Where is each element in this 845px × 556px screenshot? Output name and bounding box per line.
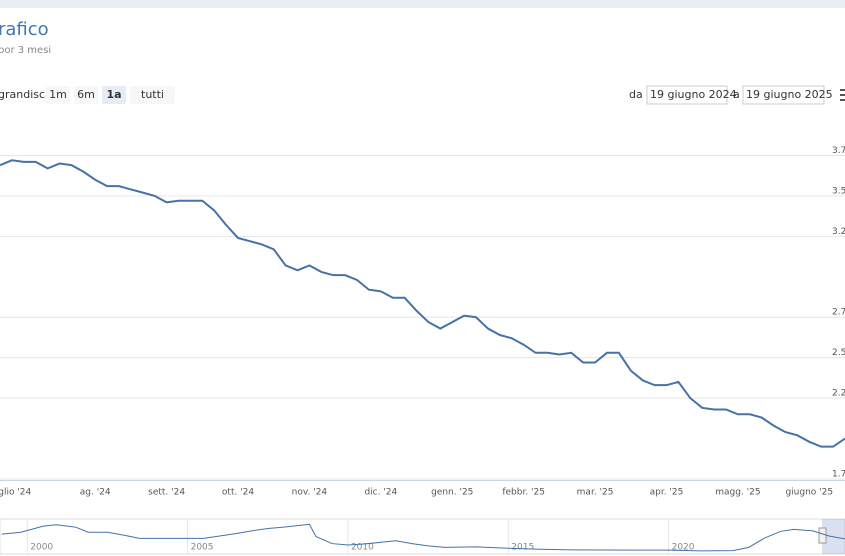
menu-bar — [840, 89, 845, 91]
page-title: rafico — [0, 19, 49, 40]
y-tick-label: 2.5 — [832, 348, 845, 358]
x-tick-label: genn. '25 — [431, 488, 473, 498]
navigator-tick-label: 2020 — [672, 543, 695, 553]
navigator-line — [1, 523, 845, 552]
y-tick-label: 2.25 — [832, 389, 845, 399]
range-button-label[interactable]: tutti — [141, 88, 164, 101]
to-input[interactable] — [742, 85, 825, 105]
y-tick-label: 3.5 — [832, 186, 845, 196]
from-date[interactable]: 19 giugno 2024 — [650, 88, 737, 101]
top-band — [0, 0, 845, 8]
zoom-label: grandisci — [0, 88, 48, 101]
y-tick-label: 3.75 — [832, 146, 845, 156]
x-tick-label: ott. '24 — [222, 488, 254, 498]
navigator-tick-label: 2010 — [351, 543, 374, 553]
x-tick-label: febbr. '25 — [502, 488, 545, 498]
range-button-label[interactable]: 1a — [106, 88, 121, 101]
menu-bar — [840, 94, 845, 96]
from-input[interactable] — [646, 85, 728, 105]
y-tick-label: 3.25 — [832, 227, 845, 237]
to-date[interactable]: 19 giugno 2025 — [746, 88, 833, 101]
range-button[interactable] — [74, 86, 98, 104]
x-tick-label: magg. '25 — [715, 488, 760, 498]
x-tick-label: mar. '25 — [577, 488, 614, 498]
navigator-handle[interactable] — [818, 527, 827, 544]
to-label: a — [733, 88, 740, 101]
range-button-label[interactable]: 6m — [77, 88, 95, 101]
navigator-tick-label: 2000 — [30, 543, 53, 553]
menu-icon[interactable] — [840, 89, 845, 101]
range-button[interactable] — [46, 86, 70, 104]
page-subtitle: por 3 mesi — [0, 45, 51, 56]
x-tick-label: uglio '24 — [0, 488, 32, 498]
range-button[interactable] — [130, 86, 175, 104]
x-tick-label: apr. '25 — [650, 488, 684, 498]
y-tick-label: 2.75 — [832, 308, 845, 318]
range-button[interactable] — [102, 86, 126, 104]
x-tick-label: dic. '24 — [364, 488, 397, 498]
navigator-tick-label: 2005 — [191, 543, 214, 553]
navigator-tick-label: 2015 — [511, 543, 534, 553]
x-tick-label: ag. '24 — [80, 488, 111, 498]
range-button-label[interactable]: 1m — [49, 88, 67, 101]
x-tick-label: giugno '25 — [785, 488, 833, 498]
navigator-frame — [0, 518, 845, 555]
menu-bar — [840, 99, 845, 101]
x-tick-label: nov. '24 — [292, 488, 328, 498]
series-line — [0, 159, 845, 448]
from-label: da — [629, 88, 643, 101]
y-tick-label: 1.75 — [832, 470, 845, 480]
x-tick-label: sett. '24 — [148, 488, 185, 498]
